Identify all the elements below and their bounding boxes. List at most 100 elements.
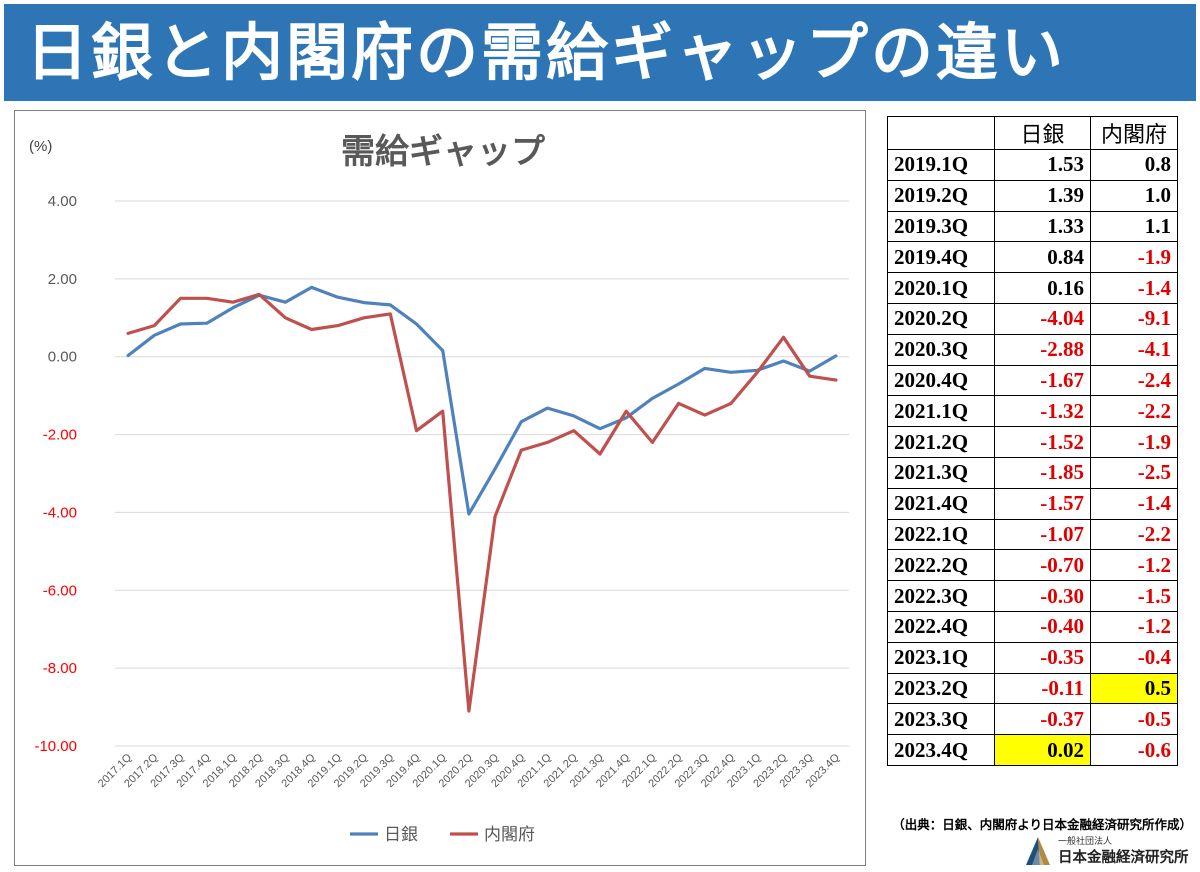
institute-logo-icon <box>1026 837 1050 865</box>
quarter-cell: 2019.2Q <box>887 179 995 212</box>
y-tick-label: -6.00 <box>43 582 77 599</box>
quarter-cell: 2022.1Q <box>887 518 995 551</box>
quarter-cell: 2023.3Q <box>887 703 995 736</box>
cao-value-cell: -2.2 <box>1090 395 1178 428</box>
quarter-cell: 2020.1Q <box>887 272 995 304</box>
series-line-0 <box>126 285 838 516</box>
quarter-cell: 2023.1Q <box>887 641 995 674</box>
quarter-cell: 2020.3Q <box>887 333 995 366</box>
cao-value-cell: 1.1 <box>1090 210 1178 243</box>
quarter-cell: 2019.1Q <box>887 149 995 181</box>
y-tick-label: 4.00 <box>48 193 77 210</box>
boj-value-cell: 1.39 <box>994 179 1091 212</box>
logo-main-text: 日本金融経済研究所 <box>1058 850 1189 866</box>
cao-value-cell: 1.0 <box>1090 179 1178 212</box>
cao-value-cell: -2.5 <box>1090 456 1178 489</box>
table-header-row: 日銀 内閣府 <box>887 116 1178 150</box>
data-table-container: 日銀 内閣府 2019.1Q 1.53 0.8 2019.2Q 1.39 1.0 2019.3Q… <box>887 116 1178 766</box>
boj-value-cell: 1.53 <box>994 149 1091 181</box>
boj-value-cell: -0.35 <box>994 641 1091 674</box>
y-tick-label: -4.00 <box>43 504 77 521</box>
source-note: （出典：日銀、内閣府より日本金融経済研究所作成） <box>892 817 1192 832</box>
legend: 日銀 内閣府 <box>350 825 535 845</box>
gridlines <box>115 200 849 747</box>
boj-value-cell: -2.88 <box>994 333 1091 366</box>
boj-value-cell: -0.37 <box>994 703 1091 736</box>
quarter-cell: 2023.2Q <box>887 672 995 705</box>
cao-value-cell: 0.8 <box>1090 149 1178 181</box>
series-line-1 <box>126 292 838 713</box>
table-header-cell: 内閣府 <box>1090 116 1178 150</box>
boj-value-cell: 0.02 <box>994 734 1091 766</box>
cao-value-cell: -1.2 <box>1090 549 1178 582</box>
y-tick-label: 0.00 <box>48 349 77 366</box>
cao-value-cell: -1.4 <box>1090 487 1178 520</box>
cao-value-cell: -2.2 <box>1090 518 1178 551</box>
boj-value-cell: 0.84 <box>994 241 1091 274</box>
table-row: 2021.3Q -1.85 -2.5 <box>887 456 1178 489</box>
y-tick-label: 2.00 <box>48 271 77 288</box>
chart-title: 需給ギャップ <box>341 132 545 172</box>
quarter-cell: 2022.4Q <box>887 610 995 643</box>
table-row: 2021.2Q -1.52 -1.9 <box>887 426 1178 458</box>
table-row: 2020.4Q -1.67 -2.4 <box>887 364 1178 397</box>
boj-value-cell: -4.04 <box>994 302 1091 335</box>
y-tick-label: -8.00 <box>43 660 77 677</box>
quarter-cell: 2019.3Q <box>887 210 995 243</box>
table-row: 2021.4Q -1.57 -1.4 <box>887 487 1178 520</box>
cao-value-cell: -0.6 <box>1090 734 1178 766</box>
quarter-cell: 2020.4Q <box>887 364 995 397</box>
boj-value-cell: -1.85 <box>994 456 1091 489</box>
boj-value-cell: -0.40 <box>994 610 1091 643</box>
table-row: 2019.4Q 0.84 -1.9 <box>887 241 1178 274</box>
boj-value-cell: -1.52 <box>994 426 1091 458</box>
cao-value-cell: -4.1 <box>1090 333 1178 366</box>
quarter-cell: 2021.4Q <box>887 487 995 520</box>
page-title: 日銀と内閣府の需給ギャップの違い <box>26 16 1067 89</box>
boj-value-cell: 0.16 <box>994 272 1091 304</box>
cao-value-cell: -2.4 <box>1090 364 1178 397</box>
output-gap-table: 日銀 内閣府 2019.1Q 1.53 0.8 2019.2Q 1.39 1.0 2019.3Q… <box>887 116 1178 766</box>
boj-value-cell: -1.07 <box>994 518 1091 551</box>
cao-value-cell: -0.5 <box>1090 703 1178 736</box>
chart-container: 需給ギャップ (%) 4.00 2.00 0.00 -2.00 -4.00 -6.00 -8… <box>14 110 866 866</box>
y-tick-label: -10.00 <box>34 738 77 755</box>
table-row: 2020.2Q -4.04 -9.1 <box>887 302 1178 335</box>
table-row: 2023.2Q -0.11 0.5 <box>887 672 1178 705</box>
boj-value-cell: 1.33 <box>994 210 1091 243</box>
table-row: 2019.2Q 1.39 1.0 <box>887 179 1178 212</box>
boj-value-cell: -1.67 <box>994 364 1091 397</box>
table-header-cell: 日銀 <box>994 116 1091 150</box>
table-row: 2023.3Q -0.37 -0.5 <box>887 703 1178 736</box>
cao-value-cell: -1.4 <box>1090 272 1178 304</box>
quarter-cell: 2021.3Q <box>887 456 995 489</box>
cao-value-cell: -1.2 <box>1090 610 1178 643</box>
cao-value-cell: -9.1 <box>1090 302 1178 335</box>
table-row: 2019.3Q 1.33 1.1 <box>887 210 1178 243</box>
table-row: 2022.2Q -0.70 -1.2 <box>887 549 1178 582</box>
boj-value-cell: -0.11 <box>994 672 1091 705</box>
quarter-cell: 2023.4Q <box>887 734 995 766</box>
quarter-cell: 2022.3Q <box>887 580 995 612</box>
quarter-cell: 2021.2Q <box>887 426 995 458</box>
cao-value-cell: 0.5 <box>1090 672 1178 705</box>
boj-value-cell: -0.30 <box>994 580 1091 612</box>
boj-value-cell: -0.70 <box>994 549 1091 582</box>
logo-small-text: 一般社団法人 <box>1058 837 1113 847</box>
table-header-cell <box>887 116 995 150</box>
table-row: 2020.1Q 0.16 -1.4 <box>887 272 1178 304</box>
quarter-cell: 2021.1Q <box>887 395 995 428</box>
institute-logo: 一般社団法人 日本金融経済研究所 <box>1022 834 1189 868</box>
table-row: 2023.4Q 0.02 -0.6 <box>887 734 1178 766</box>
cao-value-cell: -1.9 <box>1090 426 1178 458</box>
legend-label-1: 内閣府 <box>484 825 535 845</box>
y-axis-unit-label: (%) <box>29 138 52 155</box>
line-chart: 需給ギャップ (%) 4.00 2.00 0.00 -2.00 -4.00 -6.00 -8… <box>29 132 849 845</box>
table-row: 2023.1Q -0.35 -0.4 <box>887 641 1178 674</box>
table-row: 2021.1Q -1.32 -2.2 <box>887 395 1178 428</box>
table-row: 2022.3Q -0.30 -1.5 <box>887 580 1178 612</box>
y-tick-label: -2.00 <box>43 427 77 444</box>
title-bar: 日銀と内閣府の需給ギャップの違い <box>4 4 1196 101</box>
table-row: 2020.3Q -2.88 -4.1 <box>887 333 1178 366</box>
quarter-cell: 2019.4Q <box>887 241 995 274</box>
